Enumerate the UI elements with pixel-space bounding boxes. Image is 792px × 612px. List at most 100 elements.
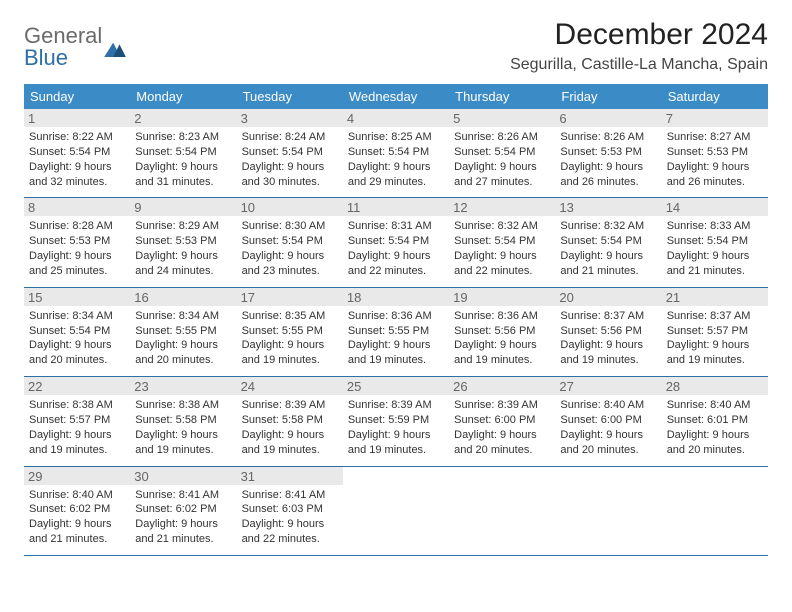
day-info-line: Sunset: 5:53 PM [560, 145, 656, 160]
title-block: December 2024 Segurilla, Castille-La Man… [510, 18, 768, 74]
day-info-line: Sunset: 6:02 PM [29, 502, 125, 517]
weekday-header: Wednesday [343, 84, 449, 109]
day-info-line: Daylight: 9 hours [29, 160, 125, 175]
day-info-line: Sunrise: 8:36 AM [348, 309, 444, 324]
day-info-line: Daylight: 9 hours [560, 249, 656, 264]
day-info-line: and 24 minutes. [135, 264, 231, 279]
day-number: 7 [662, 109, 768, 127]
day-info-line: and 31 minutes. [135, 175, 231, 190]
day-info-line: Sunset: 5:54 PM [29, 145, 125, 160]
day-info-line: Sunrise: 8:25 AM [348, 130, 444, 145]
day-number: 23 [130, 377, 236, 395]
day-number: 22 [24, 377, 130, 395]
day-cell: 6Sunrise: 8:26 AMSunset: 5:53 PMDaylight… [555, 109, 661, 197]
day-info-line: Sunrise: 8:32 AM [560, 219, 656, 234]
day-info-line: Daylight: 9 hours [29, 249, 125, 264]
day-info-line: Sunset: 5:58 PM [135, 413, 231, 428]
day-info-line: Daylight: 9 hours [242, 249, 338, 264]
day-number: 4 [343, 109, 449, 127]
weekday-header: Monday [130, 84, 236, 109]
day-info-line: and 19 minutes. [348, 443, 444, 458]
day-number: 31 [237, 467, 343, 485]
weekday-header: Sunday [24, 84, 130, 109]
weekday-header: Saturday [662, 84, 768, 109]
day-info-line: Sunset: 6:03 PM [242, 502, 338, 517]
day-info-line: Daylight: 9 hours [135, 160, 231, 175]
day-info-line: and 21 minutes. [29, 532, 125, 547]
day-cell: 7Sunrise: 8:27 AMSunset: 5:53 PMDaylight… [662, 109, 768, 197]
day-info-line: Sunrise: 8:38 AM [135, 398, 231, 413]
day-info-line: Sunrise: 8:36 AM [454, 309, 550, 324]
day-info-line: Sunrise: 8:39 AM [242, 398, 338, 413]
day-info-line: and 20 minutes. [454, 443, 550, 458]
month-title: December 2024 [510, 18, 768, 52]
logo-blue-text: Blue [24, 45, 68, 70]
header: General Blue December 2024 Segurilla, Ca… [24, 18, 768, 74]
day-info-line: Sunset: 5:54 PM [242, 234, 338, 249]
day-number: 15 [24, 288, 130, 306]
day-number: 11 [343, 198, 449, 216]
day-info-line: Sunrise: 8:22 AM [29, 130, 125, 145]
day-info-line: Daylight: 9 hours [29, 338, 125, 353]
day-info-line: Sunset: 5:56 PM [454, 324, 550, 339]
day-info-line: Sunrise: 8:24 AM [242, 130, 338, 145]
day-cell: 16Sunrise: 8:34 AMSunset: 5:55 PMDayligh… [130, 288, 236, 376]
day-cell: 20Sunrise: 8:37 AMSunset: 5:56 PMDayligh… [555, 288, 661, 376]
day-info-line: Sunset: 5:56 PM [560, 324, 656, 339]
day-info-line: Sunset: 6:01 PM [667, 413, 763, 428]
day-info-line: Sunset: 5:54 PM [667, 234, 763, 249]
logo-text: General Blue [24, 26, 102, 70]
day-cell: 18Sunrise: 8:36 AMSunset: 5:55 PMDayligh… [343, 288, 449, 376]
day-number: 9 [130, 198, 236, 216]
day-cell: 17Sunrise: 8:35 AMSunset: 5:55 PMDayligh… [237, 288, 343, 376]
day-info-line: and 22 minutes. [242, 532, 338, 547]
day-number: 6 [555, 109, 661, 127]
day-number: 3 [237, 109, 343, 127]
day-info-line: Sunset: 5:54 PM [560, 234, 656, 249]
day-info-line: Daylight: 9 hours [667, 428, 763, 443]
day-cell: 15Sunrise: 8:34 AMSunset: 5:54 PMDayligh… [24, 288, 130, 376]
day-info-line: Sunset: 5:58 PM [242, 413, 338, 428]
day-cell: 29Sunrise: 8:40 AMSunset: 6:02 PMDayligh… [24, 467, 130, 555]
day-info-line: Sunset: 5:59 PM [348, 413, 444, 428]
day-info-line: Sunrise: 8:29 AM [135, 219, 231, 234]
day-number: 5 [449, 109, 555, 127]
day-cell: 14Sunrise: 8:33 AMSunset: 5:54 PMDayligh… [662, 198, 768, 286]
day-info-line: Sunset: 5:54 PM [454, 234, 550, 249]
day-info-line: Sunset: 5:55 PM [242, 324, 338, 339]
day-number: 18 [343, 288, 449, 306]
day-info-line: and 20 minutes. [135, 353, 231, 368]
day-info-line: Daylight: 9 hours [135, 338, 231, 353]
day-cell: 21Sunrise: 8:37 AMSunset: 5:57 PMDayligh… [662, 288, 768, 376]
day-info-line: Daylight: 9 hours [454, 428, 550, 443]
day-info-line: Sunrise: 8:41 AM [242, 488, 338, 503]
day-info-line: and 27 minutes. [454, 175, 550, 190]
day-info-line: Daylight: 9 hours [348, 249, 444, 264]
day-info-line: Sunset: 6:02 PM [135, 502, 231, 517]
day-info-line: Daylight: 9 hours [560, 338, 656, 353]
day-number: 13 [555, 198, 661, 216]
day-info-line: Sunset: 5:55 PM [135, 324, 231, 339]
day-info-line: Sunrise: 8:40 AM [560, 398, 656, 413]
day-cell: 11Sunrise: 8:31 AMSunset: 5:54 PMDayligh… [343, 198, 449, 286]
day-cell: 23Sunrise: 8:38 AMSunset: 5:58 PMDayligh… [130, 377, 236, 465]
week-row: 22Sunrise: 8:38 AMSunset: 5:57 PMDayligh… [24, 377, 768, 466]
day-info-line: Daylight: 9 hours [348, 160, 444, 175]
day-info-line: Daylight: 9 hours [29, 428, 125, 443]
day-cell: 12Sunrise: 8:32 AMSunset: 5:54 PMDayligh… [449, 198, 555, 286]
day-info-line: and 21 minutes. [560, 264, 656, 279]
day-number: 14 [662, 198, 768, 216]
day-info-line: and 30 minutes. [242, 175, 338, 190]
day-info-line: and 20 minutes. [667, 443, 763, 458]
day-cell: 19Sunrise: 8:36 AMSunset: 5:56 PMDayligh… [449, 288, 555, 376]
day-info-line: and 23 minutes. [242, 264, 338, 279]
day-info-line: Daylight: 9 hours [454, 249, 550, 264]
day-cell: 3Sunrise: 8:24 AMSunset: 5:54 PMDaylight… [237, 109, 343, 197]
day-info-line: and 19 minutes. [667, 353, 763, 368]
logo: General Blue [24, 18, 126, 70]
day-info-line: and 22 minutes. [348, 264, 444, 279]
day-info-line: Sunrise: 8:23 AM [135, 130, 231, 145]
day-info-line: Daylight: 9 hours [560, 160, 656, 175]
day-info-line: Sunset: 6:00 PM [454, 413, 550, 428]
day-info-line: Sunrise: 8:32 AM [454, 219, 550, 234]
